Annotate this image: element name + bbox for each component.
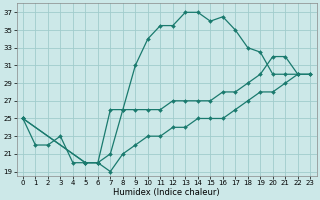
X-axis label: Humidex (Indice chaleur): Humidex (Indice chaleur): [113, 188, 220, 197]
